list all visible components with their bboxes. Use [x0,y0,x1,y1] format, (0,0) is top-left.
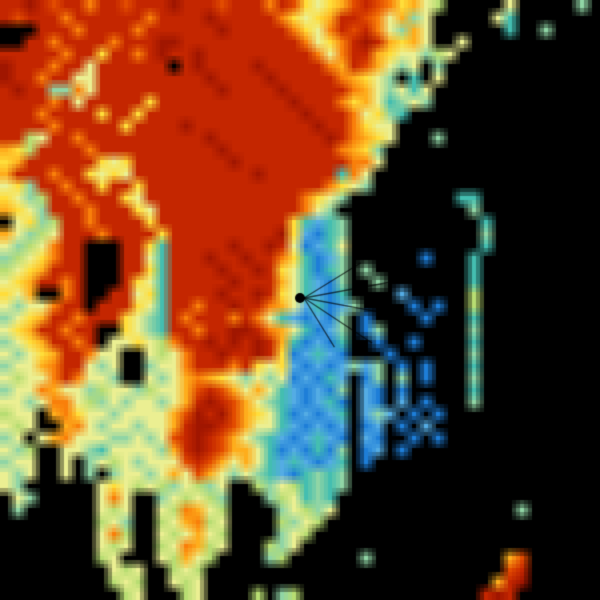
radar-display [0,0,600,600]
radar-echo-canvas [0,0,600,600]
